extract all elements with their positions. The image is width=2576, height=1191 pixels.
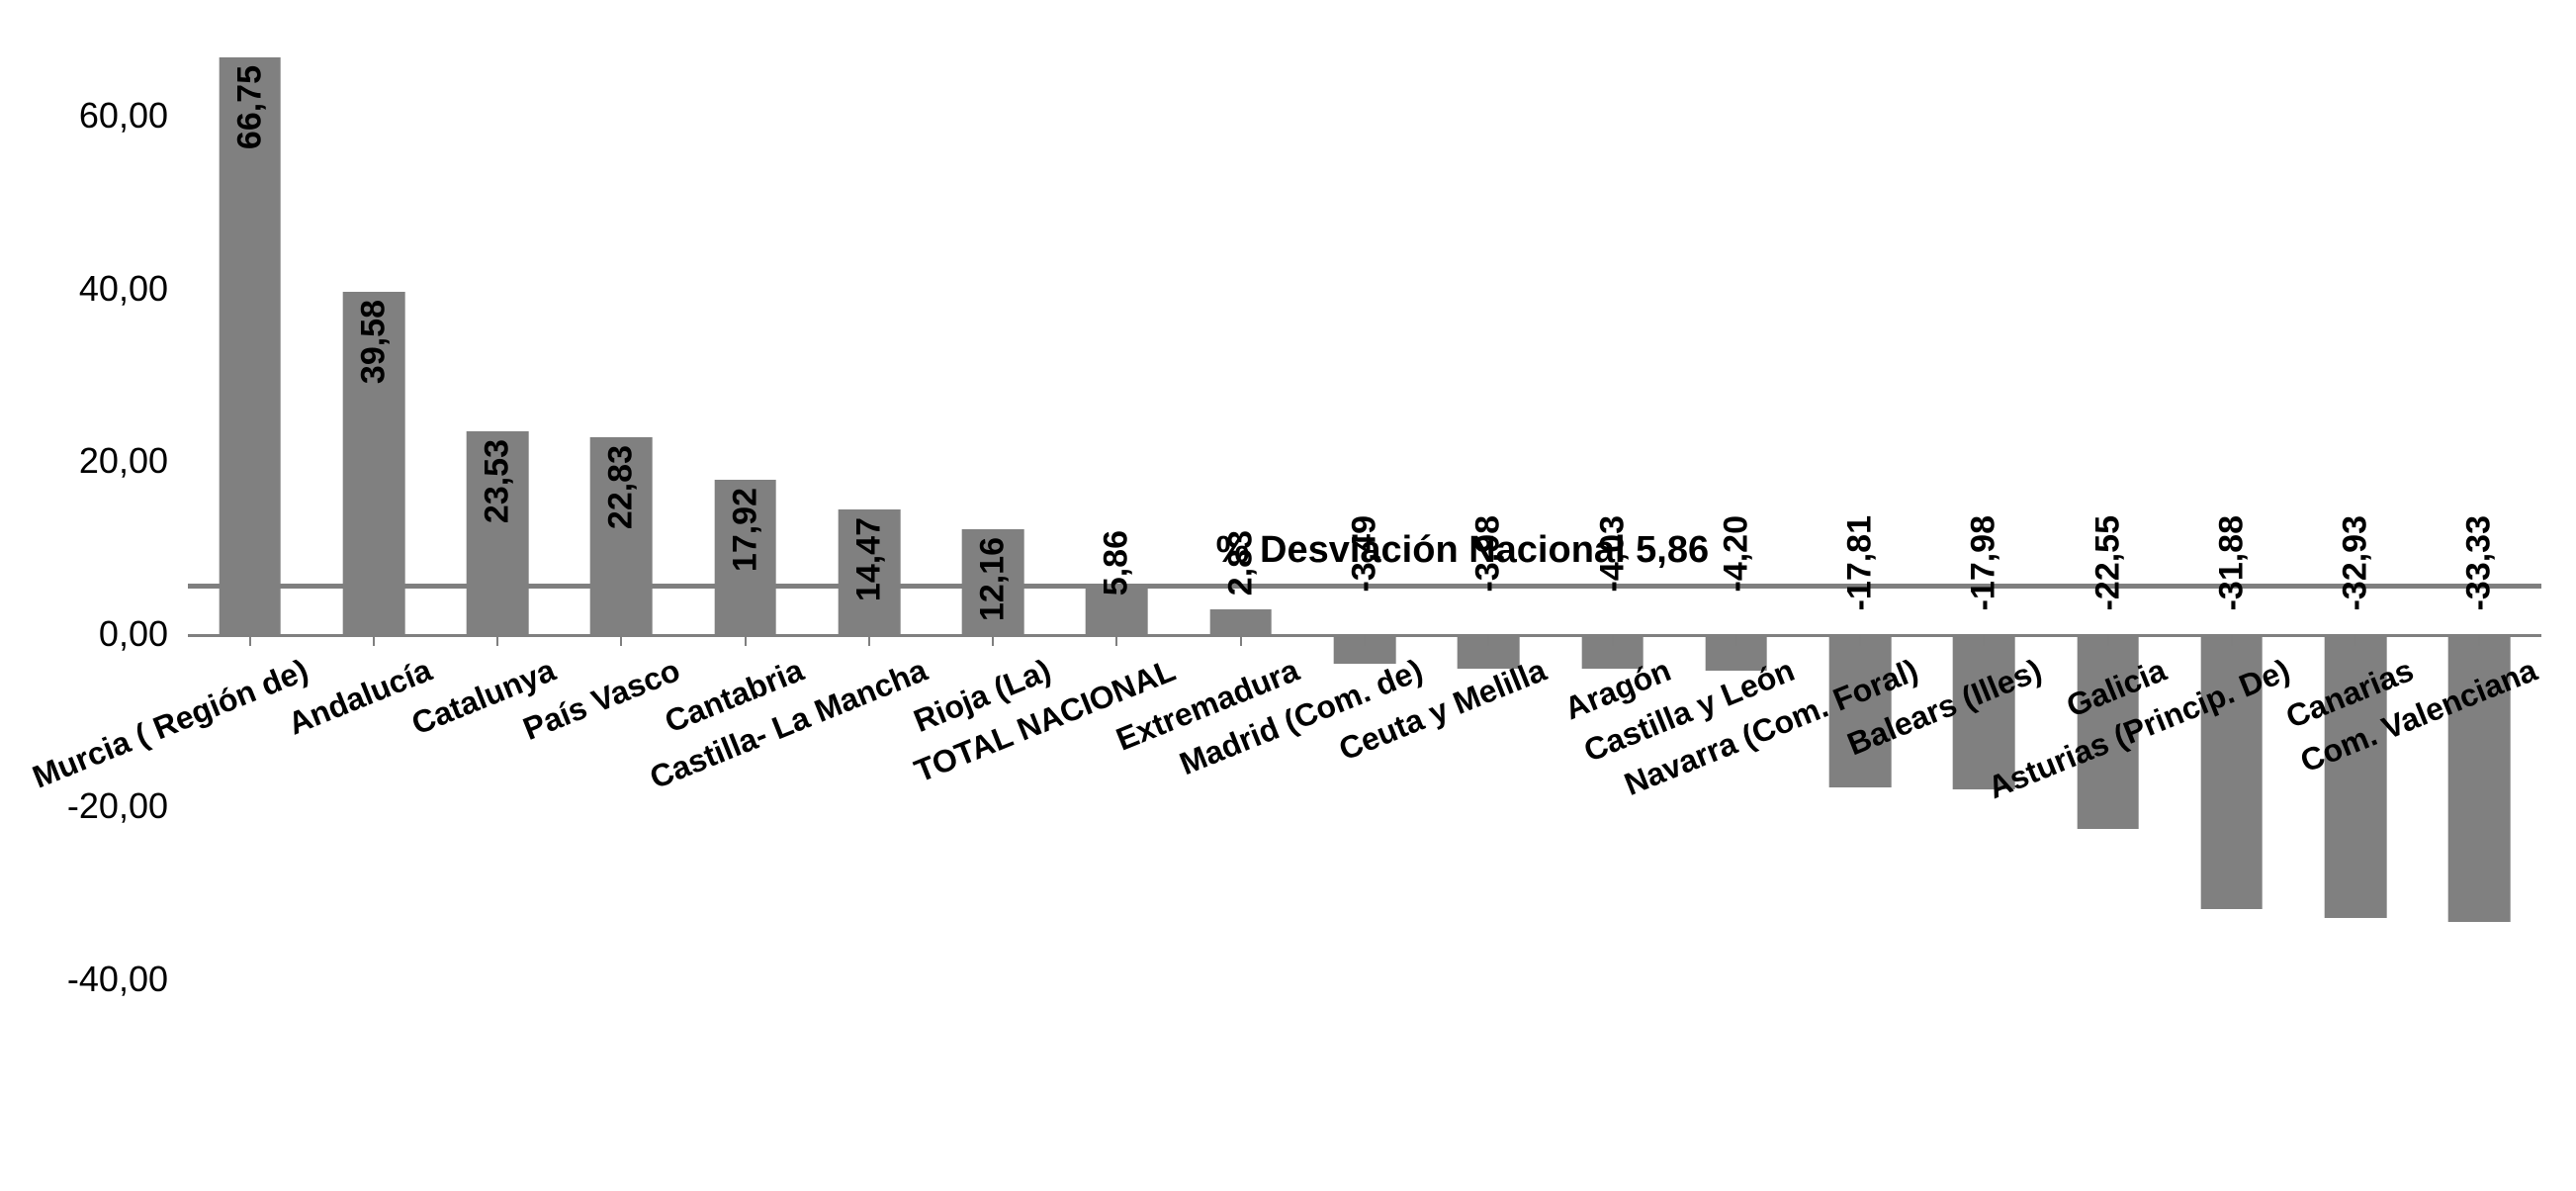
bar-slot: -22,55: [2046, 30, 2170, 979]
bar-value-label: 39,58: [354, 300, 393, 384]
bar-value-label: -22,55: [2088, 515, 2127, 610]
y-axis-tick-label: 40,00: [0, 268, 168, 310]
x-axis-tick: [992, 634, 994, 646]
x-axis-tick: [1115, 634, 1117, 646]
bar-value-label: 22,83: [602, 445, 641, 529]
x-axis-tick: [745, 634, 747, 646]
x-axis-tick: [1859, 634, 1861, 646]
y-axis-tick-label: 20,00: [0, 440, 168, 482]
bar-slot: -3,98: [1427, 30, 1551, 979]
bar-value-label: -31,88: [2212, 515, 2251, 610]
bar-slot: 39,58: [311, 30, 435, 979]
x-axis-tick: [1240, 634, 1242, 646]
bar-slot: 22,83: [560, 30, 683, 979]
bar-value-label: 5,86: [1098, 530, 1136, 596]
bar-slot: -32,93: [2293, 30, 2417, 979]
x-axis-tick: [249, 634, 251, 646]
bar-slot: 14,47: [807, 30, 931, 979]
y-axis-tick-label: 0,00: [0, 613, 168, 655]
bar-value-label: -17,81: [1841, 515, 1880, 610]
bar-value-label: 14,47: [849, 517, 888, 601]
x-axis-tick: [2478, 634, 2480, 646]
bar-value-label: 17,92: [726, 488, 764, 572]
bar-slot: -3,49: [1302, 30, 1426, 979]
x-axis-tick: [373, 634, 375, 646]
bar-slot: 5,86: [1055, 30, 1179, 979]
bar-slot: -33,33: [2418, 30, 2541, 979]
bar-slot: -4,03: [1551, 30, 1674, 979]
bar-value-label: -32,93: [2337, 515, 2375, 610]
bar-value-label: -4,20: [1717, 515, 1755, 593]
x-axis-tick: [1364, 634, 1366, 646]
x-axis-tick: [620, 634, 622, 646]
x-axis-tick: [1983, 634, 1985, 646]
bar-slot: 66,75: [188, 30, 311, 979]
reference-annotation: % Desviación Nacional 5,86: [1216, 529, 1709, 572]
y-axis-tick-label: 60,00: [0, 95, 168, 137]
bar-slot: 12,16: [932, 30, 1055, 979]
bar-value-label: -17,98: [1965, 515, 2003, 610]
bar-slot: -17,98: [1922, 30, 2046, 979]
bar-slot: 2,83: [1179, 30, 1302, 979]
bar-value-label: -33,33: [2460, 515, 2499, 610]
x-axis-tick: [1487, 634, 1489, 646]
x-axis-tick: [868, 634, 870, 646]
x-axis-tick: [2354, 634, 2356, 646]
x-axis-tick: [2107, 634, 2109, 646]
chart-container: 66,75Murcia ( Región de)39,58Andalucía23…: [0, 0, 2576, 1191]
y-axis-tick-label: -20,00: [0, 785, 168, 827]
bar-value-label: 12,16: [974, 537, 1013, 621]
bar-slot: -4,20: [1674, 30, 1798, 979]
bar: [1209, 609, 1272, 634]
bar-value-label: 66,75: [230, 65, 269, 149]
bar-value-label: 23,53: [479, 439, 517, 523]
bar-slot: 17,92: [683, 30, 807, 979]
bar-slot: 23,53: [436, 30, 560, 979]
bar-slot: -31,88: [2170, 30, 2293, 979]
y-axis-tick-label: -40,00: [0, 959, 168, 1000]
bar-slot: -17,81: [1798, 30, 1921, 979]
x-axis-tick: [1612, 634, 1614, 646]
x-axis-tick: [1735, 634, 1737, 646]
x-axis-tick: [2231, 634, 2233, 646]
plot-area: 66,75Murcia ( Región de)39,58Andalucía23…: [188, 30, 2541, 979]
x-axis-tick: [496, 634, 498, 646]
